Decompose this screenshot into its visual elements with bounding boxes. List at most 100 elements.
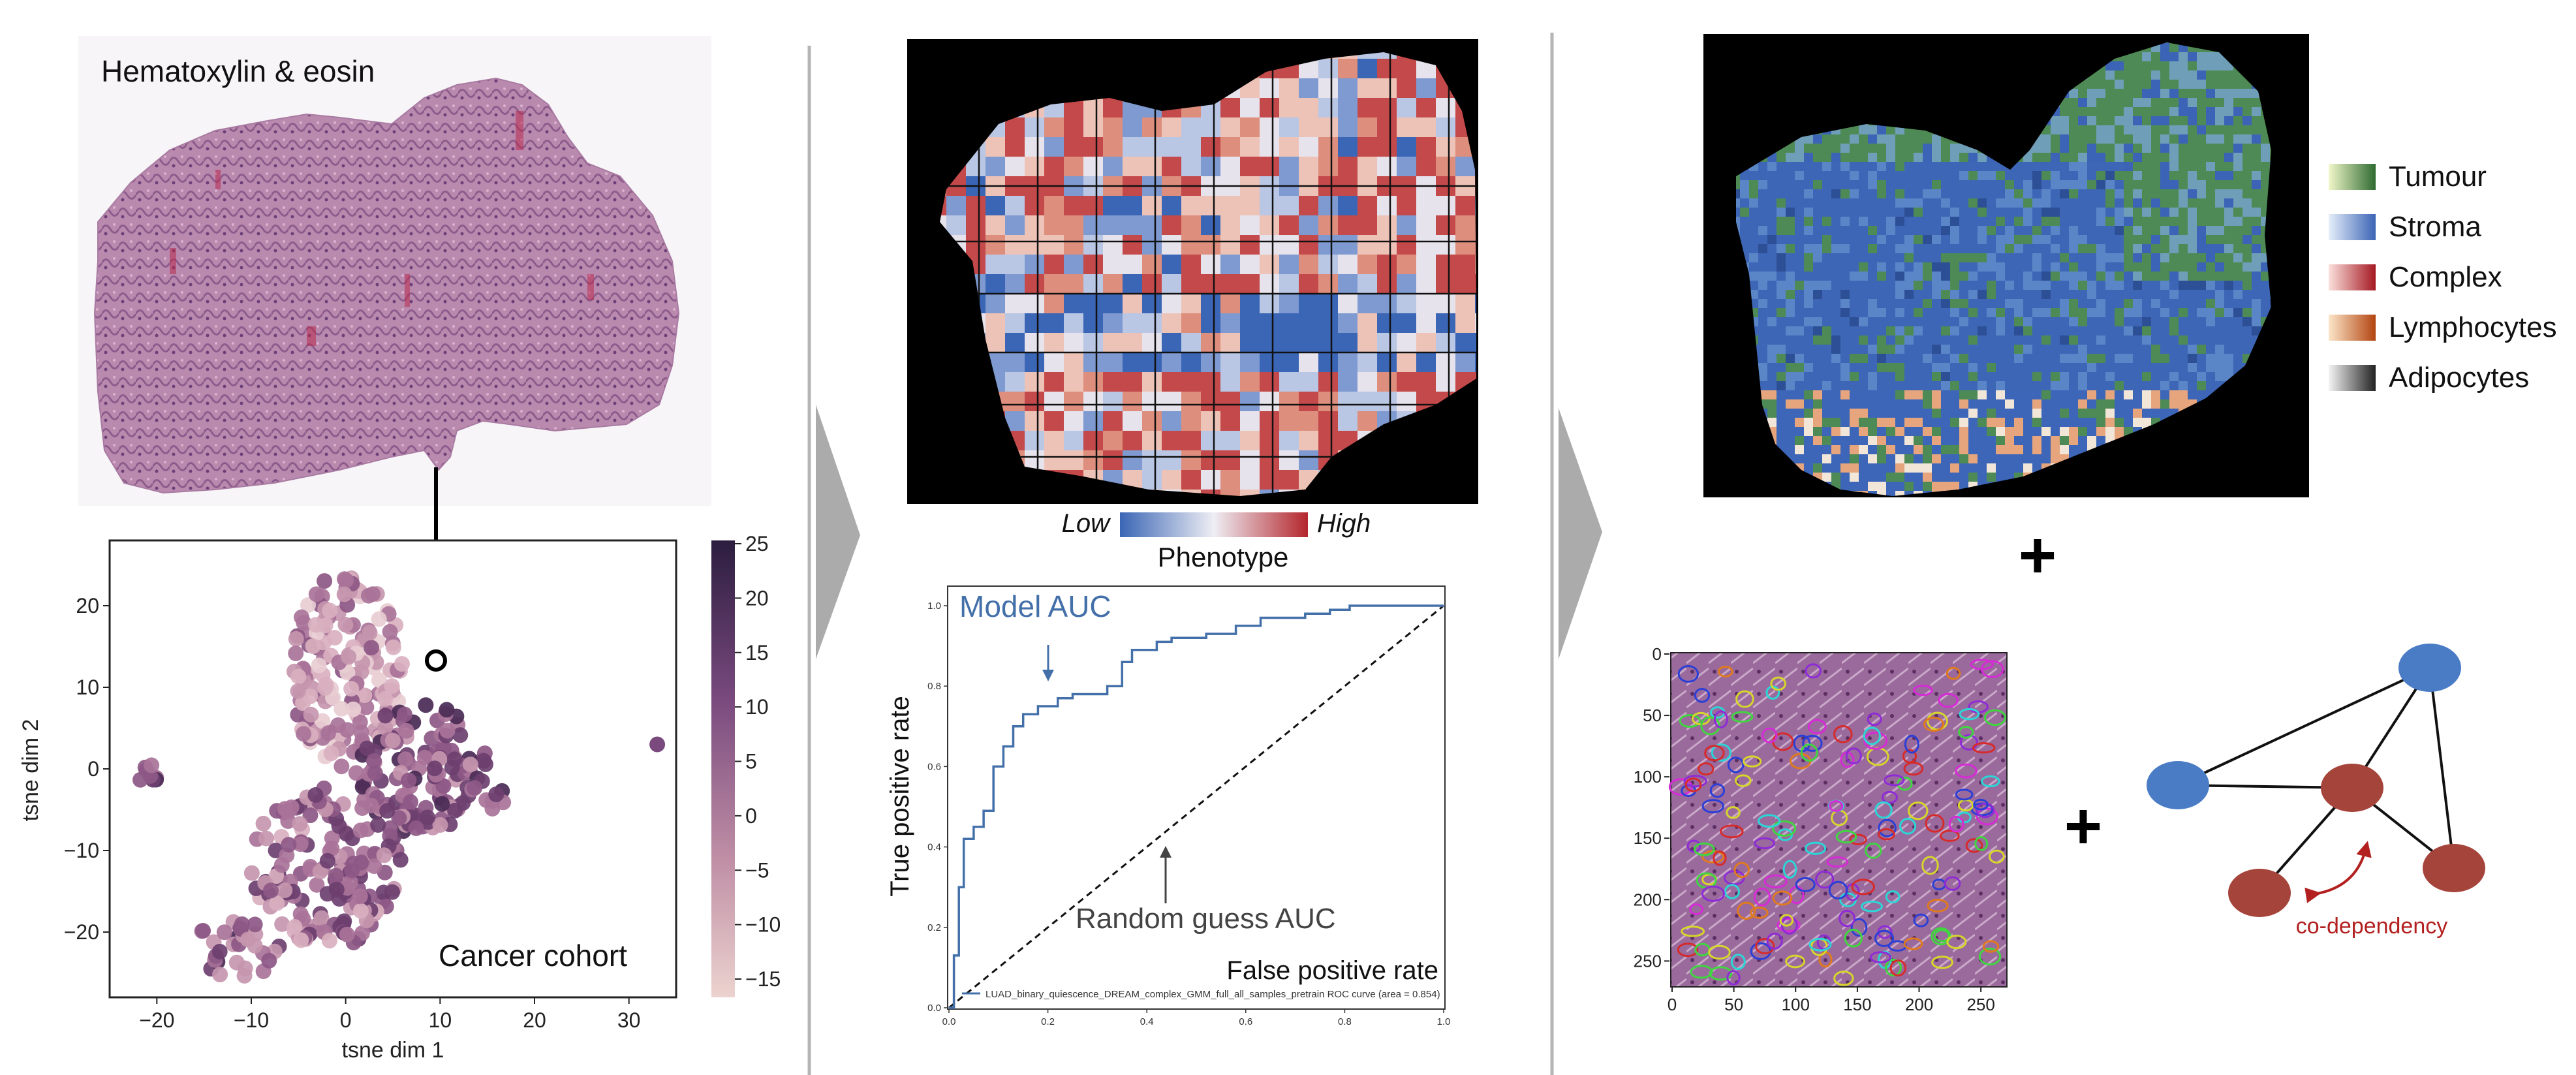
tissue-tile: [1795, 381, 1804, 390]
tissue-tile: [2041, 436, 2051, 445]
tissue-tile: [1996, 363, 2005, 372]
tissue-tile: [2041, 189, 2051, 198]
nucleus-outline: [1677, 943, 1699, 958]
nucleus-outline: [1755, 938, 1775, 955]
tissue-tile: [1923, 217, 1932, 226]
phenotype-tile: [1025, 137, 1044, 157]
nucleus-outline: [1923, 717, 1945, 732]
tissue-tile: [2096, 363, 2105, 372]
tissue-tile: [1959, 345, 1968, 354]
tissue-tile: [2014, 198, 2023, 208]
tissue-tile: [2160, 208, 2169, 217]
tissue-tile: [1777, 363, 1786, 372]
tissue-tile: [2224, 226, 2233, 235]
tissue-tile: [1840, 372, 1850, 381]
tissue-tile: [2224, 308, 2233, 317]
tissue-tile: [1786, 372, 1795, 381]
tissue-tile: [2224, 89, 2233, 98]
phenotype-tile: [1181, 450, 1201, 470]
tissue-tile: [2197, 262, 2206, 272]
tissue-tile: [2169, 381, 2179, 390]
tissue-tile: [2078, 363, 2087, 372]
tissue-tile: [1740, 226, 1749, 235]
tissue-tile: [2060, 208, 2069, 217]
tissue-tile: [1932, 335, 1941, 345]
tissue-tile: [1767, 390, 1777, 399]
tissue-tile: [1914, 290, 1923, 299]
tissue-tile: [1767, 281, 1777, 290]
tissue-tile: [2124, 308, 2133, 317]
tissue-tile: [2252, 125, 2261, 134]
tissue-tile: [1968, 208, 1978, 217]
tissue-tile: [1941, 418, 1950, 427]
phenotype-tile: [1162, 313, 1181, 333]
tissue-tile: [2005, 290, 2014, 299]
tissue-tile: [1886, 326, 1895, 335]
tissue-tile: [1877, 372, 1886, 381]
tissue-tile: [2160, 372, 2169, 381]
phenotype-tile: [1279, 450, 1299, 470]
tissue-tile: [2096, 354, 2105, 363]
tissue-tile: [1777, 335, 1786, 345]
tissue-tile: [2041, 134, 2051, 144]
tissue-tile: [2151, 116, 2160, 125]
tissue-tile: [1932, 354, 1941, 363]
tissue-tile: [2206, 253, 2215, 262]
phenotype-tile: [1455, 235, 1475, 255]
tissue-tile: [1795, 272, 1804, 281]
tissue-tile: [1968, 308, 1978, 317]
tissue-tile: [1777, 272, 1786, 281]
tissue-tile: [1822, 208, 1831, 217]
tissue-tile: [1758, 317, 1767, 326]
tissue-tile: [2188, 217, 2197, 226]
tissue-tile: [1877, 217, 1886, 226]
tissue-tile: [1804, 244, 1813, 253]
tissue-tile: [1795, 409, 1804, 418]
tissue-tile: [1950, 272, 1959, 281]
nucleus-outline: [1704, 745, 1725, 762]
tissue-tile: [2105, 272, 2115, 281]
tissue-tile: [1758, 217, 1767, 226]
tissue-tile: [2105, 61, 2115, 70]
tissue-tile: [1941, 399, 1950, 409]
phenotype-tile: [1220, 98, 1240, 117]
tissue-tile: [2133, 308, 2142, 317]
tissue-tile: [1932, 235, 1941, 244]
tissue-tile: [2032, 272, 2041, 281]
tissue-tile: [1941, 354, 1950, 363]
nucleus-outline: [1940, 830, 1960, 842]
phenotype-tile: [1436, 215, 1455, 235]
phenotype-tile: [1318, 59, 1338, 78]
tissue-tile: [2078, 153, 2087, 162]
tissue-tile: [1740, 189, 1749, 198]
tissue-tile: [1904, 253, 1914, 262]
tsne-point: [348, 765, 364, 781]
tsne-point: [427, 760, 443, 777]
tissue-tile: [1813, 217, 1822, 226]
tissue-tile: [1886, 399, 1895, 409]
tsne-point: [255, 815, 272, 832]
tissue-tile: [1777, 345, 1786, 354]
tissue-tile: [2105, 180, 2115, 189]
tissue-tile: [2087, 189, 2096, 198]
tissue-tile: [2233, 107, 2242, 116]
tsne-point: [288, 631, 304, 647]
legend-item: Stroma: [2329, 202, 2570, 252]
phenotype-tile: [1260, 411, 1279, 431]
tissue-tile: [2069, 345, 2078, 354]
tissue-tile: [2105, 253, 2115, 262]
tissue-tile: [2087, 299, 2096, 308]
tissue-tile: [1813, 463, 1822, 473]
nucleus-outline: [1833, 725, 1853, 743]
tissue-tile: [1959, 290, 1968, 299]
tissue-tile: [2197, 272, 2206, 281]
tissue-tile: [2051, 390, 2060, 399]
tissue-tile: [1987, 354, 1996, 363]
tissue-tile: [2215, 153, 2224, 162]
tissue-tile: [2115, 153, 2124, 162]
nucleus-outline: [1974, 836, 1989, 851]
tissue-tile: [2032, 308, 2041, 317]
tissue-tile: [2233, 226, 2242, 235]
phenotype-tile: [1083, 274, 1103, 294]
tissue-tile: [1822, 162, 1831, 171]
